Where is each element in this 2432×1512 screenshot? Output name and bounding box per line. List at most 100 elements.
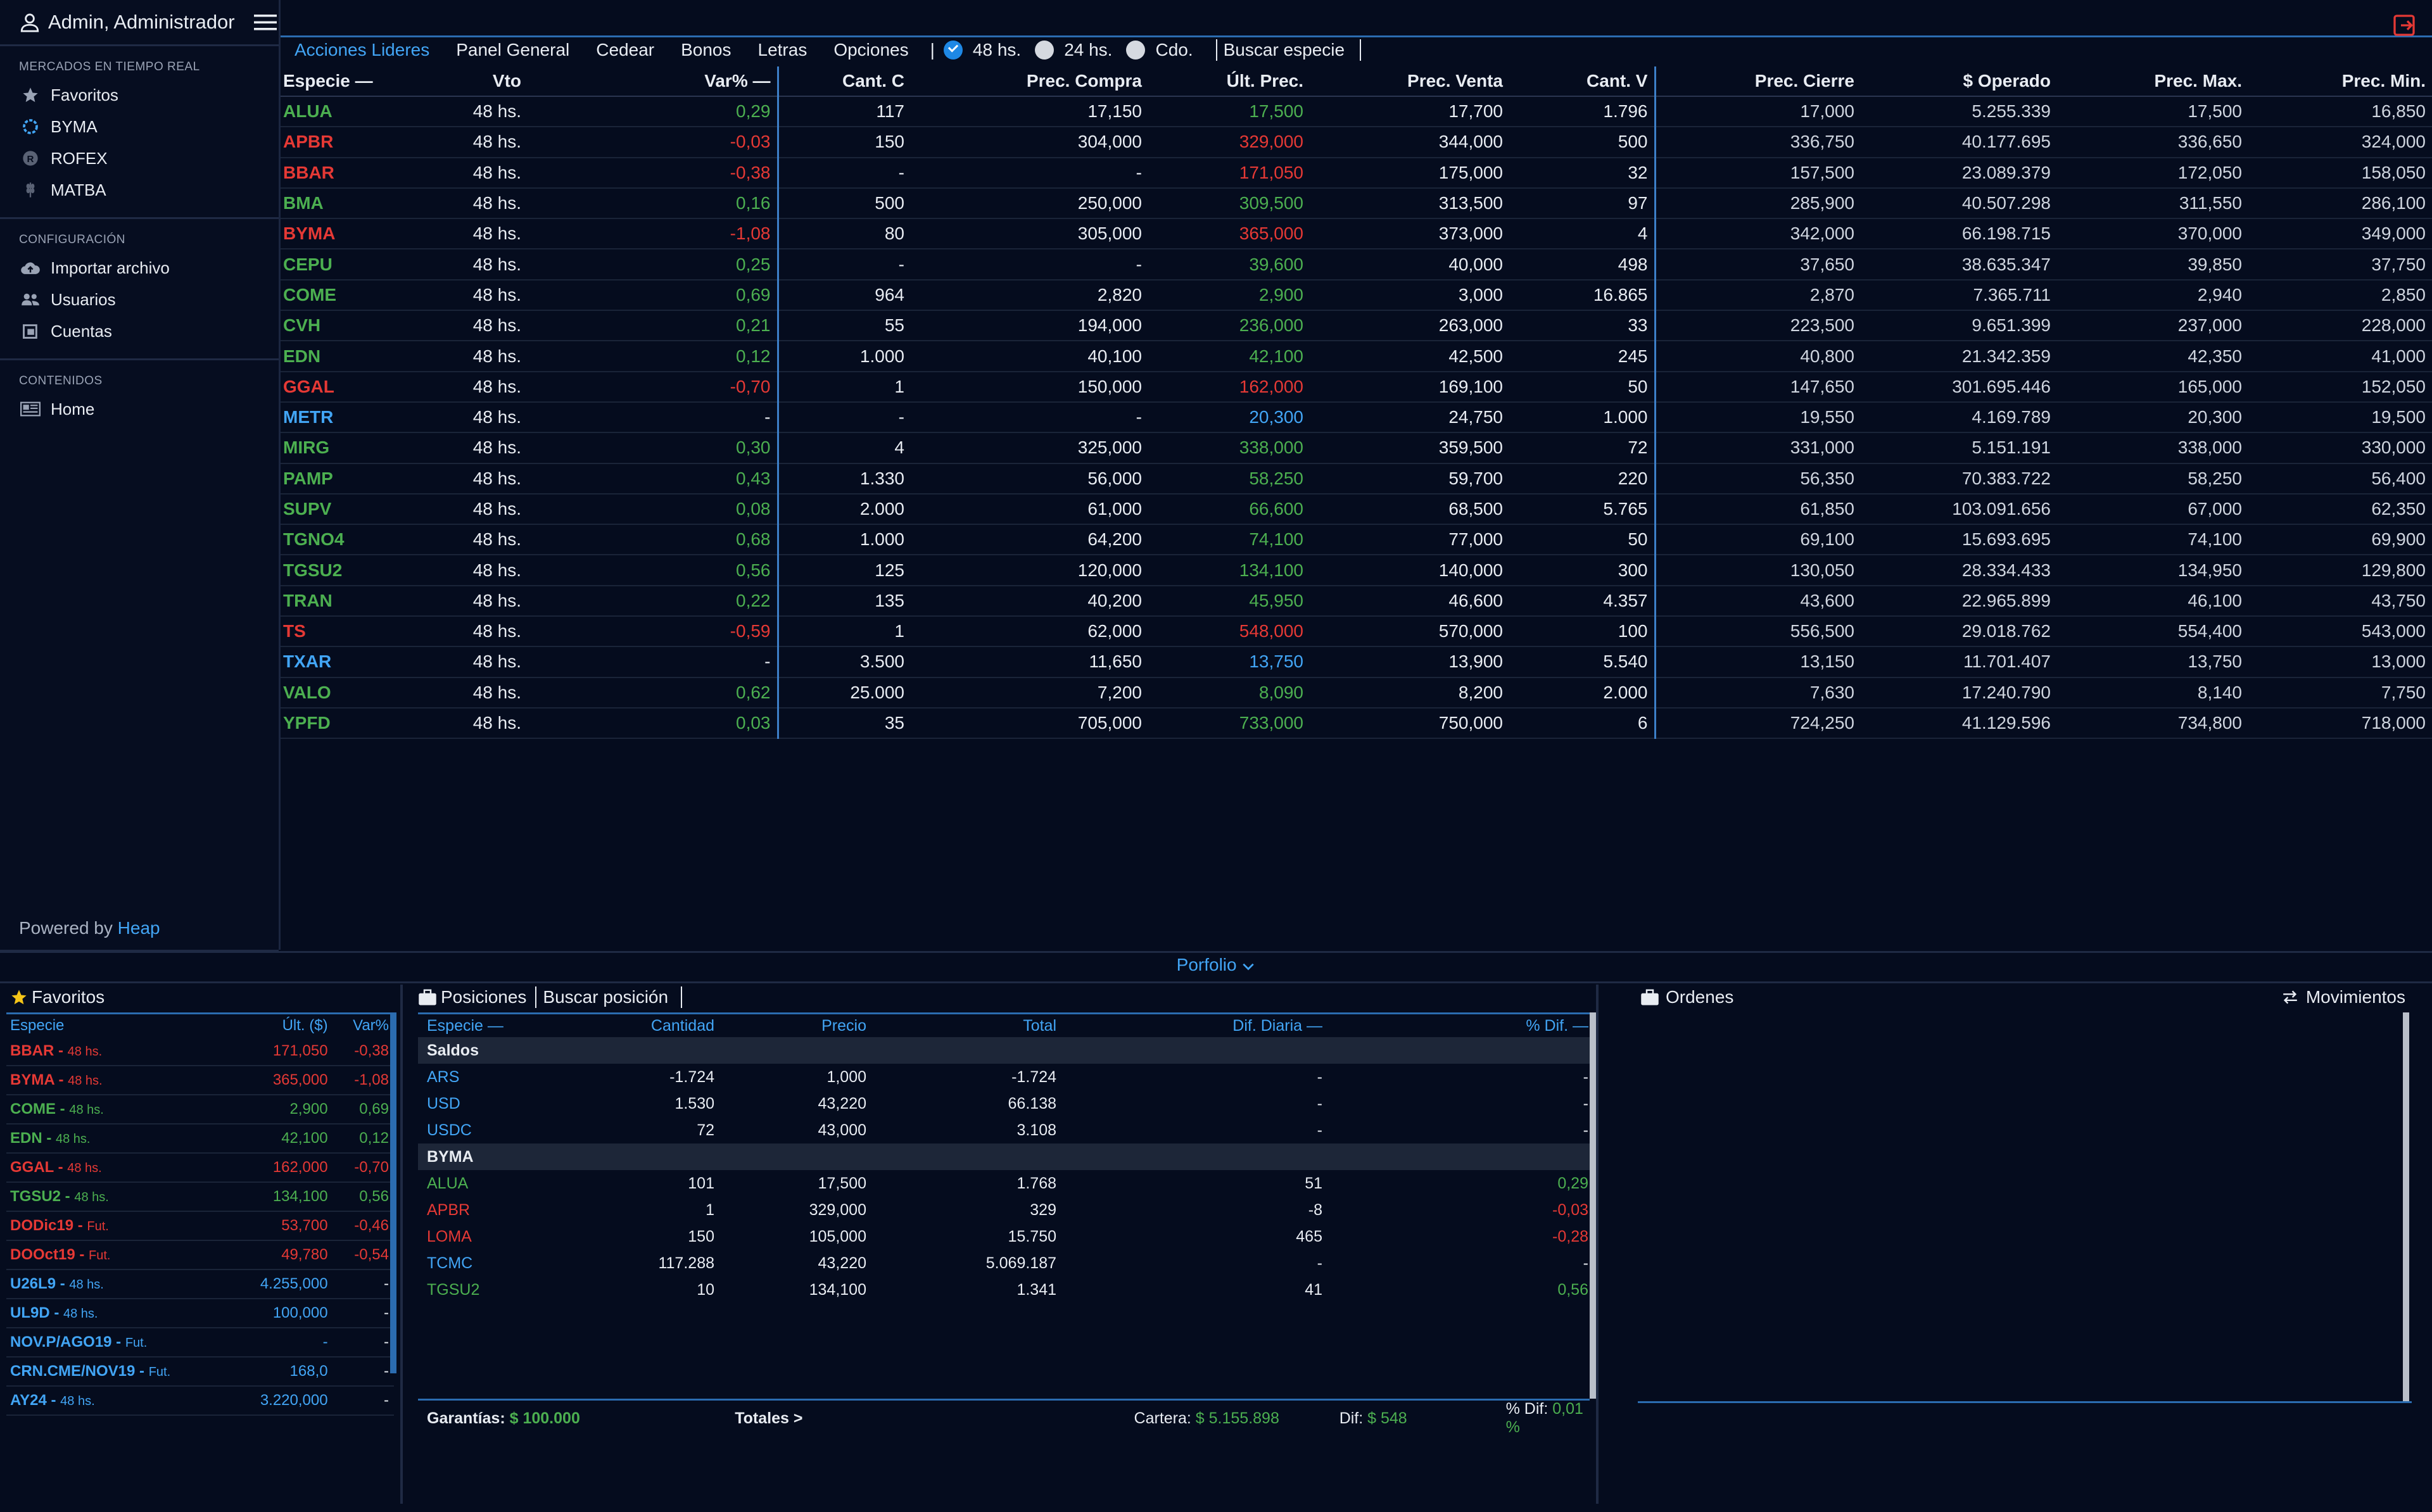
especie-cell[interactable]: USD: [427, 1094, 460, 1112]
prec-compra-cell[interactable]: 120,000: [911, 555, 1148, 586]
table-row[interactable]: TXAR 48 hs. -3.500 11,650 13,750 13,900 5.540 1…: [281, 646, 2432, 678]
prec-venta-cell[interactable]: 46,600: [1310, 585, 1509, 617]
table-row[interactable]: USD 1.530 43,220 66.138 - -: [418, 1090, 1596, 1117]
cant-c-cell[interactable]: 4: [776, 432, 911, 464]
cant-c-cell[interactable]: -: [776, 157, 911, 189]
cant-v-cell[interactable]: 4.357: [1509, 585, 1656, 617]
especie-cell[interactable]: BBAR: [281, 157, 395, 189]
table-row[interactable]: TRAN 48 hs. 0,22 135 40,200 45,950 46,600 4.357…: [281, 585, 2432, 617]
col-dif-diaria[interactable]: Dif. Diaria —: [1232, 1016, 1322, 1035]
table-row[interactable]: CVH 48 hs. 0,21 55 194,000 236,000 263,000 33 22…: [281, 310, 2432, 342]
especie-cell[interactable]: TRAN: [281, 585, 395, 617]
prec-venta-cell[interactable]: 169,100: [1310, 371, 1509, 403]
prec-compra-cell[interactable]: 61,000: [911, 493, 1148, 526]
cant-v-cell[interactable]: 5.540: [1509, 646, 1656, 678]
prec-venta-cell[interactable]: 750,000: [1310, 707, 1509, 740]
cant-v-cell[interactable]: 33: [1509, 310, 1656, 342]
especie-cell[interactable]: TGNO4: [281, 524, 395, 556]
cant-c-cell[interactable]: 1.000: [776, 524, 911, 556]
prec-venta-cell[interactable]: 42,500: [1310, 341, 1509, 372]
especie-cell[interactable]: NOV.P/AGO19 - Fut.: [6, 1328, 231, 1358]
list-item[interactable]: COME - 48 hs. 2,900 0,69: [6, 1095, 394, 1125]
col-prec-venta[interactable]: Prec. Venta: [1310, 66, 1509, 97]
cant-v-cell[interactable]: 32: [1509, 157, 1656, 189]
prec-venta-cell[interactable]: 313,500: [1310, 187, 1509, 220]
list-item[interactable]: EDN - 48 hs. 42,100 0,12: [6, 1124, 394, 1154]
col-ult[interactable]: Últ. ($): [282, 1017, 328, 1034]
table-row[interactable]: BBAR 48 hs. -0,38- -171,050 175,000 32 157,500…: [281, 157, 2432, 189]
logout-icon[interactable]: [2391, 13, 2417, 38]
prec-venta-cell[interactable]: 344,000: [1310, 127, 1509, 158]
especie-cell[interactable]: AY24 - 48 hs.: [6, 1386, 231, 1416]
cant-v-cell[interactable]: 498: [1509, 249, 1656, 280]
sidebar-item-usuarios[interactable]: Usuarios: [0, 284, 279, 315]
cant-c-cell[interactable]: -: [776, 401, 911, 434]
col-ult-prec[interactable]: Últ. Prec.: [1148, 66, 1310, 97]
especie-cell[interactable]: VALO: [281, 677, 395, 709]
col-vto[interactable]: Vto: [395, 66, 528, 97]
cant-c-cell[interactable]: 1: [776, 371, 911, 403]
list-item[interactable]: BBAR - 48 hs. 171,050 -0,38: [6, 1037, 394, 1066]
especie-cell[interactable]: ARS: [427, 1068, 460, 1086]
movements-button[interactable]: Movimientos: [2281, 987, 2405, 1007]
especie-cell[interactable]: YPFD: [281, 707, 395, 740]
list-item[interactable]: AY24 - 48 hs. 3.220,000-: [6, 1386, 394, 1416]
cant-v-cell[interactable]: 16.865: [1509, 279, 1656, 312]
tab-bonos[interactable]: Bonos: [681, 40, 732, 60]
cant-c-cell[interactable]: 2.000: [776, 493, 911, 526]
especie-cell[interactable]: BBAR - 48 hs.: [6, 1037, 231, 1066]
scrollbar[interactable]: [1590, 1012, 1596, 1399]
sidebar-item-home[interactable]: Home: [0, 393, 279, 425]
sidebar-item-favoritos[interactable]: Favoritos: [0, 79, 279, 111]
cant-v-cell[interactable]: 50: [1509, 371, 1656, 403]
prec-venta-cell[interactable]: 77,000: [1310, 524, 1509, 556]
especie-cell[interactable]: TGSU2 - 48 hs.: [6, 1182, 231, 1212]
user-icon[interactable]: [19, 11, 41, 33]
table-row[interactable]: METR 48 hs. - - -20,300 24,750 1.000 19,550 4.16…: [281, 401, 2432, 434]
cant-c-cell[interactable]: 3.500: [776, 646, 911, 678]
especie-cell[interactable]: COME - 48 hs.: [6, 1095, 231, 1125]
table-row[interactable]: TGNO4 48 hs. 0,68 1.000 64,200 74,100 77,000 50…: [281, 524, 2432, 556]
prec-compra-cell[interactable]: -: [911, 401, 1148, 434]
table-row[interactable]: MIRG 48 hs. 0,30 4 325,000 338,000 359,500 72 33…: [281, 432, 2432, 464]
table-row[interactable]: EDN 48 hs. 0,12 1.000 40,100 42,100 42,500 245 4…: [281, 341, 2432, 372]
prec-venta-cell[interactable]: 40,000: [1310, 249, 1509, 280]
sort-icon[interactable]: —: [752, 71, 771, 91]
prec-compra-cell[interactable]: 40,200: [911, 585, 1148, 617]
sidebar-item-matba[interactable]: MATBA: [0, 174, 279, 206]
prec-compra-cell[interactable]: 40,100: [911, 341, 1148, 372]
cant-c-cell[interactable]: 150: [776, 127, 911, 158]
cant-c-cell[interactable]: 1.330: [776, 463, 911, 495]
cant-v-cell[interactable]: 300: [1509, 555, 1656, 586]
cant-c-cell[interactable]: 1.000: [776, 341, 911, 372]
prec-venta-cell[interactable]: 8,200: [1310, 677, 1509, 709]
especie-cell[interactable]: BYMA - 48 hs.: [6, 1066, 231, 1095]
col-cantidad[interactable]: Cantidad: [650, 1016, 714, 1035]
col-precio[interactable]: Precio: [821, 1016, 866, 1035]
table-row[interactable]: CEPU 48 hs. 0,25- -39,600 40,000 498 37,650 38.…: [281, 249, 2432, 280]
radio-24hs[interactable]: 24 hs.: [1035, 40, 1112, 60]
col-total[interactable]: Total: [1023, 1016, 1056, 1035]
cant-v-cell[interactable]: 50: [1509, 524, 1656, 556]
table-row[interactable]: TGSU2 10 134,100 1.341 41 0,56: [418, 1276, 1596, 1303]
prec-compra-cell[interactable]: 56,000: [911, 463, 1148, 495]
cant-v-cell[interactable]: 4: [1509, 218, 1656, 250]
prec-venta-cell[interactable]: 263,000: [1310, 310, 1509, 342]
especie-cell[interactable]: TS: [281, 616, 395, 648]
table-row[interactable]: YPFD 48 hs. 0,03 35 705,000 733,000 750,000 6 72…: [281, 707, 2432, 740]
prec-venta-cell[interactable]: 570,000: [1310, 616, 1509, 648]
table-row[interactable]: TS 48 hs. -0,59 1 62,000 548,000 570,000 100 556…: [281, 616, 2432, 648]
prec-compra-cell[interactable]: 62,000: [911, 616, 1148, 648]
table-row[interactable]: ARS -1.724 1,000 -1.724 - -: [418, 1064, 1596, 1090]
especie-cell[interactable]: CVH: [281, 310, 395, 342]
especie-cell[interactable]: GGAL - 48 hs.: [6, 1153, 231, 1183]
especie-cell[interactable]: APBR: [281, 127, 395, 158]
prec-venta-cell[interactable]: 24,750: [1310, 401, 1509, 434]
tab-acciones-lideres[interactable]: Acciones Lideres: [294, 40, 430, 60]
list-item[interactable]: BYMA - 48 hs. 365,000 -1,08: [6, 1066, 394, 1095]
prec-venta-cell[interactable]: 175,000: [1310, 157, 1509, 189]
sort-icon[interactable]: —: [487, 1016, 504, 1035]
table-row[interactable]: BYMA 48 hs. -1,08 80 305,000 365,000 373,000 4 3…: [281, 218, 2432, 250]
sidebar-item-importar-archivo[interactable]: Importar archivo: [0, 252, 279, 284]
especie-cell[interactable]: PAMP: [281, 463, 395, 495]
